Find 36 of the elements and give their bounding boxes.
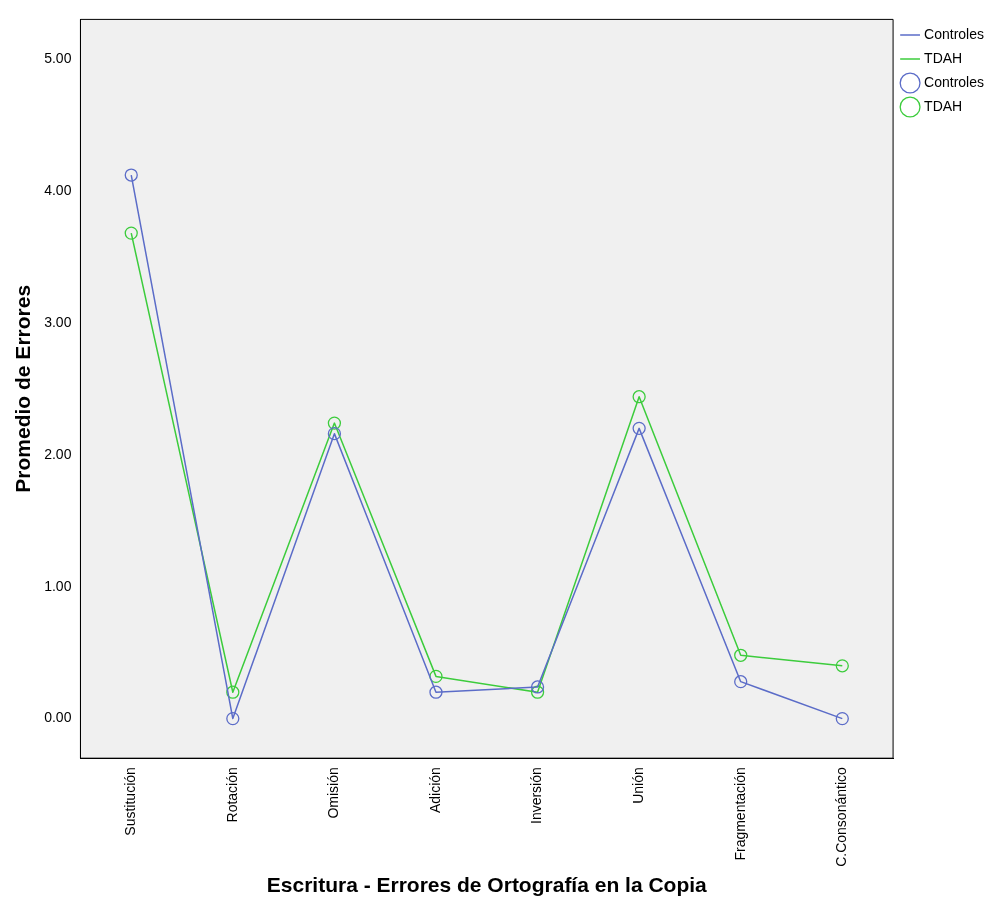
point [429,669,443,684]
point [530,680,545,694]
point [835,711,849,726]
point [632,390,646,404]
point [835,659,849,673]
x-tick-label: Omisión [325,767,342,819]
x-tick-label: Rotación [223,767,240,823]
x-tick-label: Adición [426,767,443,814]
point [734,675,748,689]
point [226,685,240,699]
point [530,685,545,699]
legend-label: Controles [924,73,984,90]
y-tick-label: 1.00 [44,577,72,594]
x-tick-label: Fragmentación [731,767,748,861]
y-tick-label: 2.00 [44,445,72,462]
point [734,648,748,662]
y-tick-label: 5.00 [44,49,72,66]
y-tick-label: 3.00 [44,313,72,330]
x-tick-label: Sustitución [122,767,139,836]
point [226,711,240,726]
x-tick-label: Inversión [528,767,545,824]
x-axis-title: Escritura - Errores de Ortografía en la Copia [266,873,708,897]
x-tick-label: C.Consonántico [833,766,850,867]
text: TDAH [924,49,963,66]
point [327,427,342,441]
x-tick-label: Unión [629,767,646,804]
point [124,168,138,182]
text: Controles [924,25,984,42]
point [124,226,138,240]
point [327,416,342,430]
point [429,685,443,699]
y-axis-title: Promedio de Errores [11,284,35,493]
point [632,421,646,436]
y-tick-label: 4.00 [44,181,72,198]
legend-label: TDAH [924,97,963,114]
y-tick-label: 0.00 [44,709,72,726]
